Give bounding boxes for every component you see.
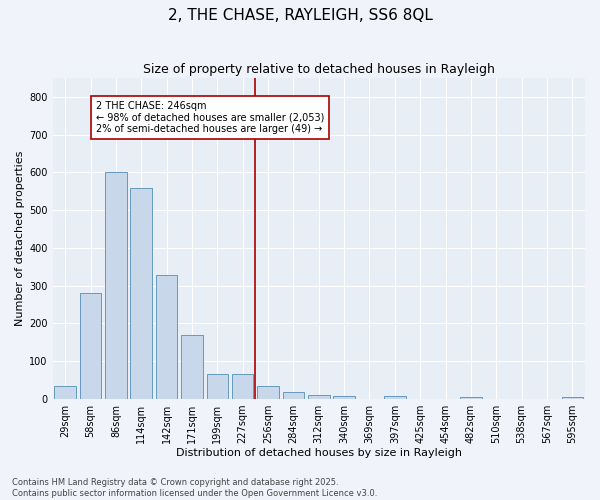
Bar: [156, 275, 178, 399]
Bar: [55, 386, 76, 399]
X-axis label: Distribution of detached houses by size in Rayleigh: Distribution of detached houses by size …: [176, 448, 462, 458]
Bar: [562, 397, 583, 399]
Bar: [257, 386, 279, 399]
Bar: [181, 335, 203, 399]
Bar: [384, 396, 406, 399]
Bar: [334, 396, 355, 399]
Title: Size of property relative to detached houses in Rayleigh: Size of property relative to detached ho…: [143, 62, 495, 76]
Bar: [80, 294, 101, 399]
Bar: [283, 392, 304, 399]
Y-axis label: Number of detached properties: Number of detached properties: [15, 151, 25, 326]
Bar: [130, 188, 152, 399]
Bar: [308, 395, 329, 399]
Bar: [206, 374, 228, 399]
Text: 2 THE CHASE: 246sqm
← 98% of detached houses are smaller (2,053)
2% of semi-deta: 2 THE CHASE: 246sqm ← 98% of detached ho…: [95, 100, 324, 134]
Bar: [460, 397, 482, 399]
Bar: [232, 374, 253, 399]
Text: 2, THE CHASE, RAYLEIGH, SS6 8QL: 2, THE CHASE, RAYLEIGH, SS6 8QL: [167, 8, 433, 22]
Bar: [105, 172, 127, 399]
Text: Contains HM Land Registry data © Crown copyright and database right 2025.
Contai: Contains HM Land Registry data © Crown c…: [12, 478, 377, 498]
